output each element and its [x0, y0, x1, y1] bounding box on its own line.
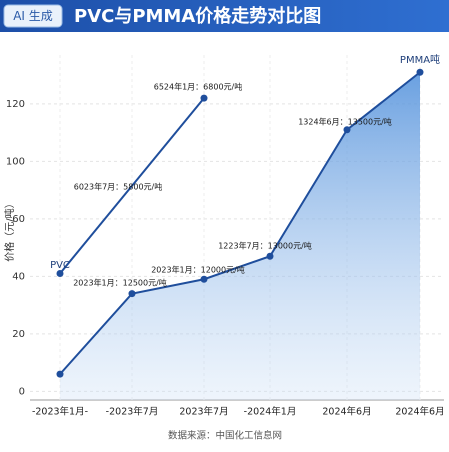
y-axis-label: 价格（元/吨） — [3, 198, 16, 261]
y-tick-label: 40 — [12, 271, 25, 282]
series-line — [59, 71, 421, 375]
marker — [200, 94, 208, 102]
annotation: 2023年1月：12000元/吨 — [151, 265, 245, 275]
banner — [0, 0, 449, 32]
annotation: 1223年7月：13000元/吨 — [218, 241, 312, 251]
marker — [416, 68, 424, 76]
series-line — [59, 97, 205, 275]
y-tick-label: 60 — [12, 214, 25, 225]
x-tick-label: -2024年1月 — [244, 406, 297, 418]
annotation: 1324年6月：13500元/吨 — [298, 117, 392, 127]
x-tick-label: 2024年6月 — [322, 406, 371, 418]
marker — [56, 370, 64, 378]
chart-title: PVC与PMMA价格走势对比图 — [74, 5, 321, 27]
x-tick-label: -2023年1月- — [32, 406, 88, 418]
legend-label: PVC — [50, 260, 70, 271]
annotation: 6023年7月：5800元/吨 — [74, 182, 163, 192]
annotation: 6524年1月：6800元/吨 — [154, 82, 243, 92]
x-tick-label: 2024年6月 — [395, 406, 444, 418]
y-tick-label: 120 — [6, 99, 25, 110]
area — [60, 72, 420, 400]
x-tick-label: 2023年7月 — [179, 406, 228, 418]
marker — [266, 252, 274, 260]
x-tick-label: -2023年7月 — [106, 406, 159, 418]
marker — [56, 270, 64, 277]
marker — [343, 126, 351, 134]
annotation: 2023年1月：12500元/吨 — [73, 278, 167, 288]
badge — [3, 4, 63, 28]
y-tick-label: 0 — [19, 386, 25, 397]
legend-label: PMMA吨 — [400, 53, 440, 66]
marker — [200, 275, 208, 283]
y-tick-label: 20 — [12, 329, 25, 340]
source: 数据来源：中国化工信息网 — [168, 430, 282, 442]
y-tick-label: 100 — [6, 156, 25, 167]
marker — [128, 290, 136, 298]
badge-text: AI 生成 — [13, 9, 53, 23]
